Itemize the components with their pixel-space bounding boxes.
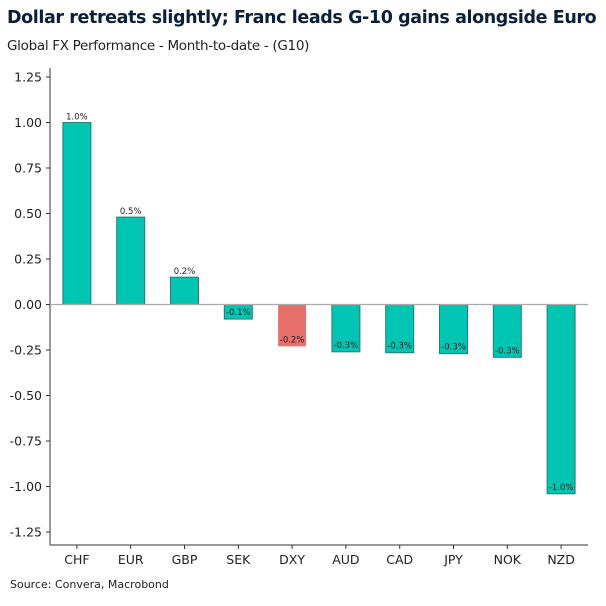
bar-dxy <box>278 304 307 347</box>
data-label: -0.3% <box>387 342 412 352</box>
data-label: -0.3% <box>441 343 466 353</box>
data-label: -0.1% <box>226 308 251 318</box>
y-tick-label: 0.25 <box>14 252 42 267</box>
y-tick-label: 0.75 <box>14 161 42 176</box>
data-label: -0.3% <box>495 346 520 356</box>
x-tick-label: GBP <box>172 552 198 567</box>
y-tick-label: -0.50 <box>10 388 42 403</box>
data-label: -1.0% <box>549 483 574 493</box>
x-tick-label: NZD <box>547 552 575 567</box>
source-note: Source: Convera, Macrobond <box>10 578 169 591</box>
data-label: -0.3% <box>334 341 359 351</box>
data-label: -0.2% <box>280 335 305 345</box>
x-tick-label: JPY <box>443 552 463 567</box>
data-label: 0.5% <box>120 207 142 217</box>
y-tick-label: -1.25 <box>10 525 42 540</box>
data-label: 0.2% <box>174 267 196 277</box>
chart-title: Dollar retreats slightly; Franc leads G-… <box>7 8 597 28</box>
y-tick-label: 0.50 <box>14 206 42 221</box>
x-tick-label: DXY <box>279 552 305 567</box>
bar-chf <box>62 122 92 305</box>
bar-nok <box>492 304 522 358</box>
bar-eur <box>116 216 146 305</box>
y-tick-label: -0.25 <box>10 343 42 358</box>
y-tick-label: -1.00 <box>10 479 42 494</box>
y-tick-label: -0.75 <box>10 434 42 449</box>
bar-nzd <box>546 304 576 495</box>
x-tick-label: SEK <box>226 552 251 567</box>
x-tick-label: NOK <box>494 552 522 567</box>
x-tick-label: EUR <box>118 552 144 567</box>
y-tick-label: 0.00 <box>14 297 42 312</box>
x-tick-label: AUD <box>332 552 359 567</box>
y-tick-label: 1.25 <box>14 70 42 85</box>
chart-subtitle: Global FX Performance - Month-to-date - … <box>7 38 310 54</box>
bar-cad <box>385 304 415 354</box>
bar-gbp <box>170 276 199 306</box>
y-tick-label: 1.00 <box>14 115 42 130</box>
data-label: 1.0% <box>66 113 88 123</box>
x-tick-label: CAD <box>386 552 413 567</box>
x-tick-label: CHF <box>64 552 89 567</box>
